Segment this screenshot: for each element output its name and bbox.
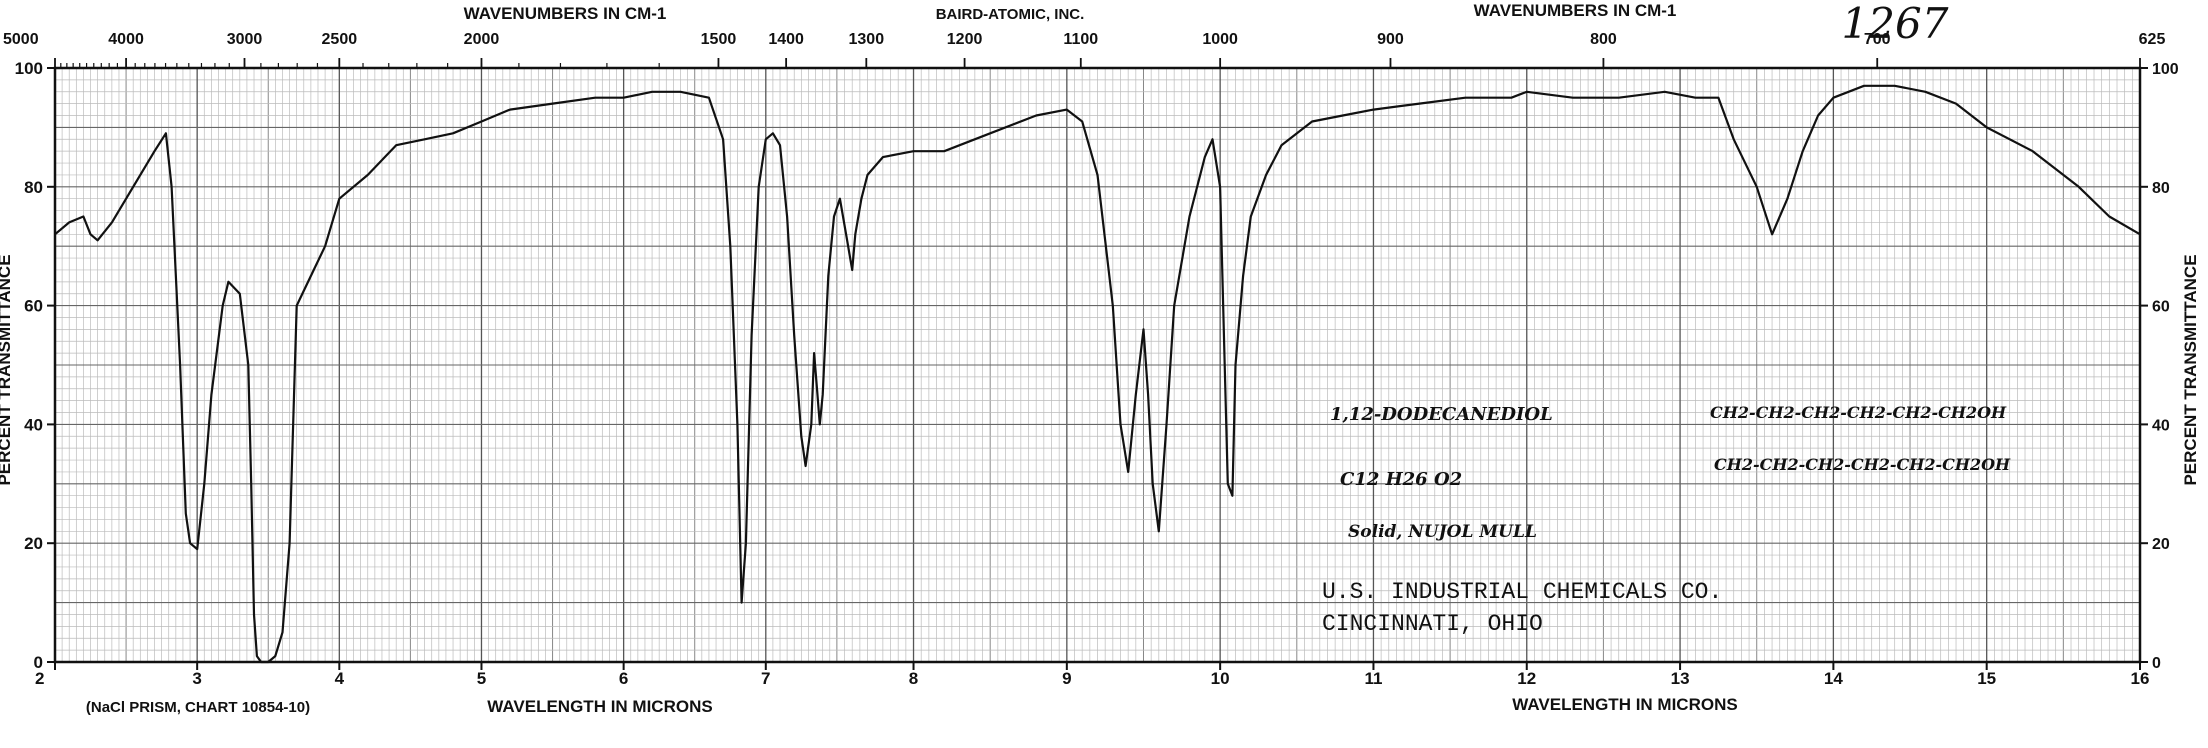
prism-note: (NaCl PRISM, CHART 10854-10) (86, 699, 310, 716)
y-tick-label-left: 0 (34, 653, 43, 672)
top-tick-label: 1000 (1202, 31, 1238, 48)
bottom-axis-label-right: WAVELENGTH IN MICRONS (1512, 695, 1737, 714)
source-line-1: U.S. INDUSTRIAL CHEMICALS CO. (1322, 579, 1722, 605)
top-tick-label: 3000 (227, 31, 263, 48)
y-tick-label-left: 60 (24, 297, 43, 316)
top-axis-label-right: WAVENUMBERS IN CM-1 (1474, 1, 1677, 20)
top-tick-label: 2500 (322, 31, 358, 48)
top-tick-label: 700 (1864, 31, 1891, 48)
ticks (47, 58, 2148, 670)
ylabel-left: PERCENT TRANSMITTANCE (0, 254, 14, 485)
y-tick-label-right: 20 (2152, 536, 2170, 553)
structure-line-1: CH2-CH2-CH2-CH2-CH2-CH2OH (1710, 403, 2007, 422)
x-tick-label: 15 (1977, 669, 1996, 688)
bottom-axis-label-left: WAVELENGTH IN MICRONS (487, 697, 712, 716)
top-tick-label: 1100 (1063, 31, 1098, 48)
y-tick-label-right: 100 (2152, 61, 2179, 78)
y-tick-label-right: 80 (2152, 180, 2170, 197)
top-tick-label: 5000 (3, 31, 39, 48)
x-tick-label: 14 (1824, 669, 1843, 688)
x-tick-label: 2 (35, 669, 44, 688)
top-tick-label: 1500 (701, 31, 737, 48)
y-tick-label-left: 100 (15, 59, 43, 78)
y-tick-label-right: 0 (2152, 655, 2161, 672)
x-tick-label: 10 (1211, 669, 1230, 688)
structure-line-2: CH2-CH2-CH2-CH2-CH2-CH2OH (1714, 455, 2011, 474)
y-tick-label-right: 40 (2152, 417, 2170, 434)
x-tick-label: 5 (477, 669, 486, 688)
catalog-number: 1267 (1842, 0, 1949, 48)
x-tick-label: 4 (335, 669, 345, 688)
x-tick-label: 12 (1517, 669, 1536, 688)
phase: Solid, NUJOL MULL (1348, 522, 1537, 542)
top-tick-label: 1200 (947, 31, 983, 48)
compound-name: 1,12-DODECANEDIOL (1330, 404, 1553, 425)
top-axis-label-left: WAVENUMBERS IN CM-1 (464, 4, 667, 23)
top-tick-label: 800 (1590, 31, 1617, 48)
top-tick-label: 1300 (849, 31, 885, 48)
x-tick-label: 7 (761, 669, 770, 688)
y-tick-label-left: 40 (24, 415, 43, 434)
y-tick-label-right: 60 (2152, 299, 2170, 316)
top-tick-label: 2000 (464, 31, 500, 48)
x-tick-label: 6 (619, 669, 628, 688)
x-tick-label: 13 (1671, 669, 1690, 688)
x-tick-label: 8 (909, 669, 918, 688)
y-tick-label-left: 80 (24, 178, 43, 197)
chart-title: BAIRD-ATOMIC, INC. (936, 6, 1085, 23)
x-tick-label: 3 (192, 669, 201, 688)
top-tick-label: 1400 (768, 31, 804, 48)
formula: C12 H26 O2 (1340, 469, 1462, 490)
top-tick-label: 900 (1377, 31, 1404, 48)
x-tick-label: 16 (2131, 669, 2150, 688)
top-tick-label: 625 (2139, 31, 2166, 48)
spectrum-line (54, 84, 2141, 664)
plot-frame (53, 66, 2142, 664)
x-tick-label: 11 (1364, 669, 1382, 688)
x-tick-label: 9 (1062, 669, 1071, 688)
ylabel-right: PERCENT TRANSMITTANCE (2181, 254, 2200, 485)
top-tick-label: 4000 (108, 31, 144, 48)
source-line-2: CINCINNATI, OHIO (1322, 611, 1543, 637)
y-tick-label-left: 20 (24, 534, 43, 553)
